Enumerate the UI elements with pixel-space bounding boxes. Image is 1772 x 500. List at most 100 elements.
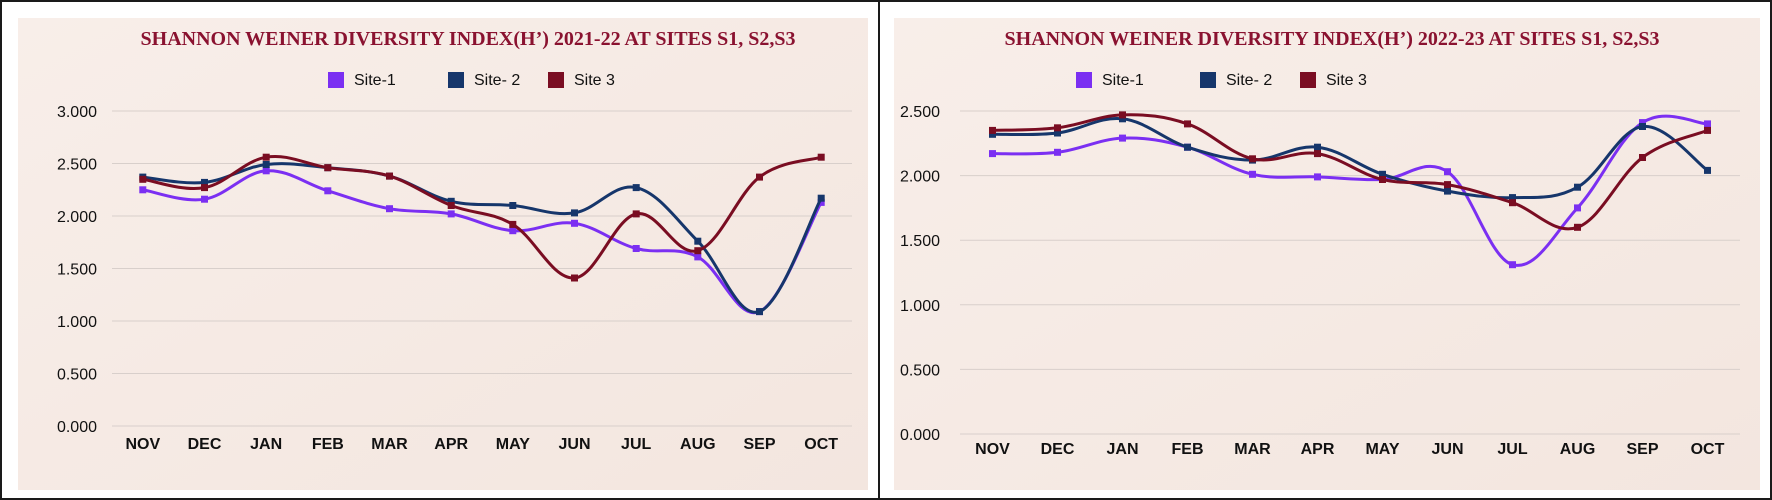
y-tick-label: 0.000 [900, 427, 940, 444]
data-point [1639, 123, 1646, 130]
data-point [262, 161, 270, 168]
data-point [1119, 134, 1126, 142]
data-point [1704, 120, 1711, 128]
x-tick-label: MAR [1234, 441, 1271, 458]
data-point [1509, 199, 1516, 207]
x-tick-label: NOV [125, 436, 160, 453]
data-point [1704, 166, 1711, 174]
data-point [1444, 181, 1451, 189]
legend-swatch [328, 72, 344, 88]
data-point [1184, 143, 1191, 151]
legend-label: Site 3 [1326, 72, 1367, 89]
data-point [509, 220, 517, 228]
plot-background [894, 18, 1760, 490]
series-line [992, 117, 1709, 200]
x-tick-label: DEC [188, 436, 222, 453]
series-line [992, 113, 1709, 231]
plot-background [18, 18, 868, 490]
data-point [989, 150, 996, 158]
data-point [1639, 154, 1646, 161]
data-point [632, 184, 640, 192]
y-tick-label: 1.000 [900, 298, 940, 315]
data-point [201, 178, 208, 186]
data-point [324, 164, 332, 172]
chart-panel-2021-22: SHANNON WEINER DIVERSITY INDEX(H’) 2021-… [0, 0, 880, 500]
x-tick-label: NOV [975, 441, 1010, 458]
y-tick-label: 0.000 [57, 419, 97, 436]
x-tick-label: OCT [1691, 441, 1725, 458]
data-point [139, 186, 147, 194]
data-point [817, 153, 825, 161]
data-point [1119, 111, 1126, 119]
data-point [1379, 176, 1386, 183]
x-tick-label: MAR [371, 436, 408, 453]
data-point [1119, 115, 1126, 123]
data-point [989, 130, 996, 138]
x-tick-label: FEB [1172, 441, 1204, 458]
data-point [571, 274, 578, 282]
data-point [1574, 204, 1581, 212]
chart-title: SHANNON WEINER DIVERSITY INDEX(H’) 2022-… [1005, 28, 1660, 50]
data-point [1509, 194, 1516, 202]
chart-2022-23: SHANNON WEINER DIVERSITY INDEX(H’) 2022-… [894, 18, 1760, 490]
data-point [571, 219, 578, 227]
x-tick-label: SEP [743, 436, 775, 453]
data-point [756, 308, 763, 316]
data-point [509, 227, 517, 235]
data-point [694, 237, 702, 245]
data-point [1054, 148, 1061, 156]
legend-swatch [1300, 72, 1316, 88]
data-point [1704, 126, 1711, 134]
x-tick-label: FEB [312, 436, 344, 453]
legend-swatch [1076, 72, 1092, 88]
data-point [262, 153, 270, 161]
data-point [632, 210, 640, 218]
data-point [1249, 170, 1256, 178]
x-tick-label: JUL [1497, 441, 1527, 458]
data-point [1314, 150, 1321, 158]
data-point [694, 253, 702, 261]
data-point [1314, 173, 1321, 181]
data-point [1054, 124, 1061, 132]
data-point [1314, 143, 1321, 151]
data-point [324, 187, 332, 195]
x-tick-label: JAN [250, 436, 282, 453]
data-point [632, 245, 640, 252]
data-point [201, 184, 208, 192]
x-tick-label: JUN [558, 436, 590, 453]
data-point [817, 194, 825, 202]
data-point [1509, 261, 1516, 269]
x-tick-label: AUG [680, 436, 716, 453]
y-tick-label: 0.500 [900, 362, 940, 379]
y-tick-label: 2.500 [900, 104, 940, 121]
x-tick-label: JUN [1431, 441, 1463, 458]
data-point [1379, 170, 1386, 178]
data-point [1574, 183, 1581, 191]
legend-swatch [1200, 72, 1216, 88]
chart-panel-2022-23: SHANNON WEINER DIVERSITY INDEX(H’) 2022-… [878, 0, 1772, 500]
legend-label: Site- 2 [474, 72, 520, 89]
y-tick-label: 2.000 [57, 209, 97, 226]
x-tick-label: APR [1301, 441, 1335, 458]
y-tick-label: 1.500 [57, 262, 97, 279]
data-point [447, 197, 455, 205]
data-point [201, 195, 208, 203]
y-tick-label: 2.500 [57, 157, 97, 174]
x-tick-label: SEP [1626, 441, 1658, 458]
x-tick-label: APR [434, 436, 468, 453]
data-point [447, 210, 455, 218]
data-point [756, 173, 763, 181]
legend-label: Site 3 [574, 72, 615, 89]
legend-label: Site- 2 [1226, 72, 1272, 89]
data-point [571, 209, 578, 217]
x-tick-label: MAY [496, 436, 530, 453]
y-tick-label: 1.000 [57, 314, 97, 331]
chart-title: SHANNON WEINER DIVERSITY INDEX(H’) 2021-… [141, 28, 796, 50]
data-point [1249, 155, 1256, 163]
data-point [989, 126, 996, 134]
data-point [139, 175, 147, 183]
chart-2021-22: SHANNON WEINER DIVERSITY INDEX(H’) 2021-… [18, 18, 868, 490]
y-tick-label: 2.000 [900, 169, 940, 186]
x-tick-label: OCT [804, 436, 838, 453]
data-point [1054, 129, 1061, 137]
